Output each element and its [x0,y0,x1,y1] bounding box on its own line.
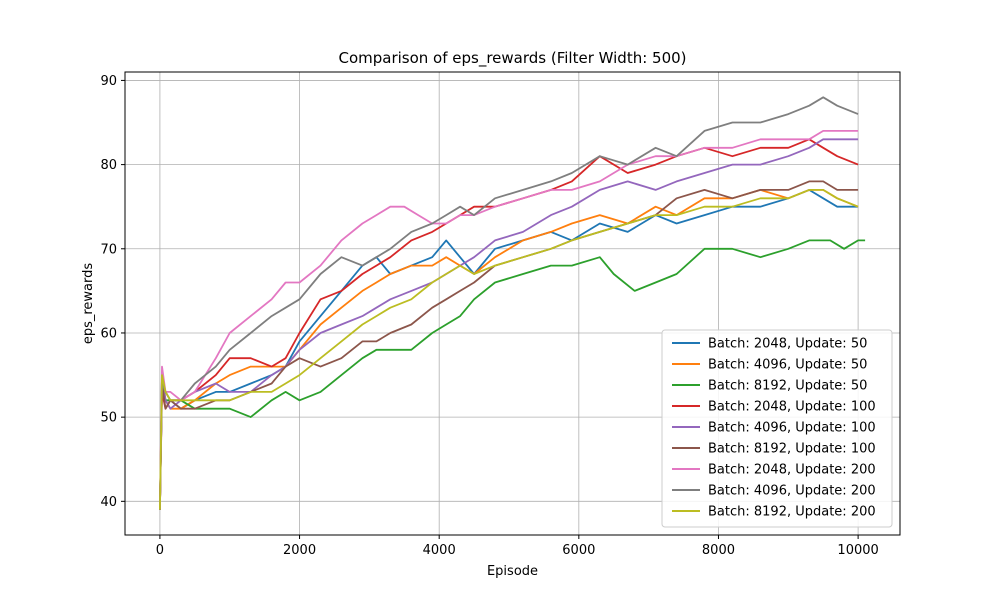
legend-label: Batch: 2048, Update: 50 [708,337,867,352]
x-tick-label: 2000 [283,543,316,558]
y-tick-label: 40 [100,495,117,510]
x-tick-label: 4000 [423,543,456,558]
axis-ticks: 0 2000 4000 6000 8000 10000 40 50 60 70 80 90 [100,74,878,558]
series-line-2 [159,188,859,510]
legend-label: Batch: 2048, Update: 200 [708,463,876,478]
y-axis-label: eps_rewards [81,263,96,345]
series-line-8 [159,96,859,510]
x-axis-label: Episode [487,564,538,579]
plot-frame [124,71,901,536]
legend-label: Batch: 4096, Update: 200 [708,484,876,499]
x-tick-label: 8000 [702,543,735,558]
series-line-9 [159,188,859,510]
legend: Batch: 2048, Update: 50 Batch: 4096, Upda… [661,329,893,528]
legend-label: Batch: 8192, Update: 200 [708,505,876,520]
y-tick-label: 50 [100,411,117,426]
legend-label: Batch: 8192, Update: 50 [708,379,867,394]
series-line-3 [159,239,866,510]
y-tick-label: 60 [100,326,117,341]
y-tick-label: 70 [100,242,117,257]
series-line-4 [159,138,859,510]
legend-label: Batch: 4096, Update: 50 [708,358,867,373]
chart-title: Comparison of eps_rewards (Filter Width:… [338,49,686,68]
y-tick-label: 80 [100,158,117,173]
legend-label: Batch: 4096, Update: 100 [708,421,876,436]
x-tick-label: 10000 [837,543,878,558]
series-group [159,96,866,510]
legend-box [661,329,893,528]
y-tick-label: 90 [100,74,117,89]
legend-label: Batch: 2048, Update: 100 [708,400,876,415]
series-line-1 [159,188,859,510]
legend-label: Batch: 8192, Update: 100 [708,442,876,457]
x-tick-label: 6000 [562,543,595,558]
x-tick-label: 0 [156,543,164,558]
